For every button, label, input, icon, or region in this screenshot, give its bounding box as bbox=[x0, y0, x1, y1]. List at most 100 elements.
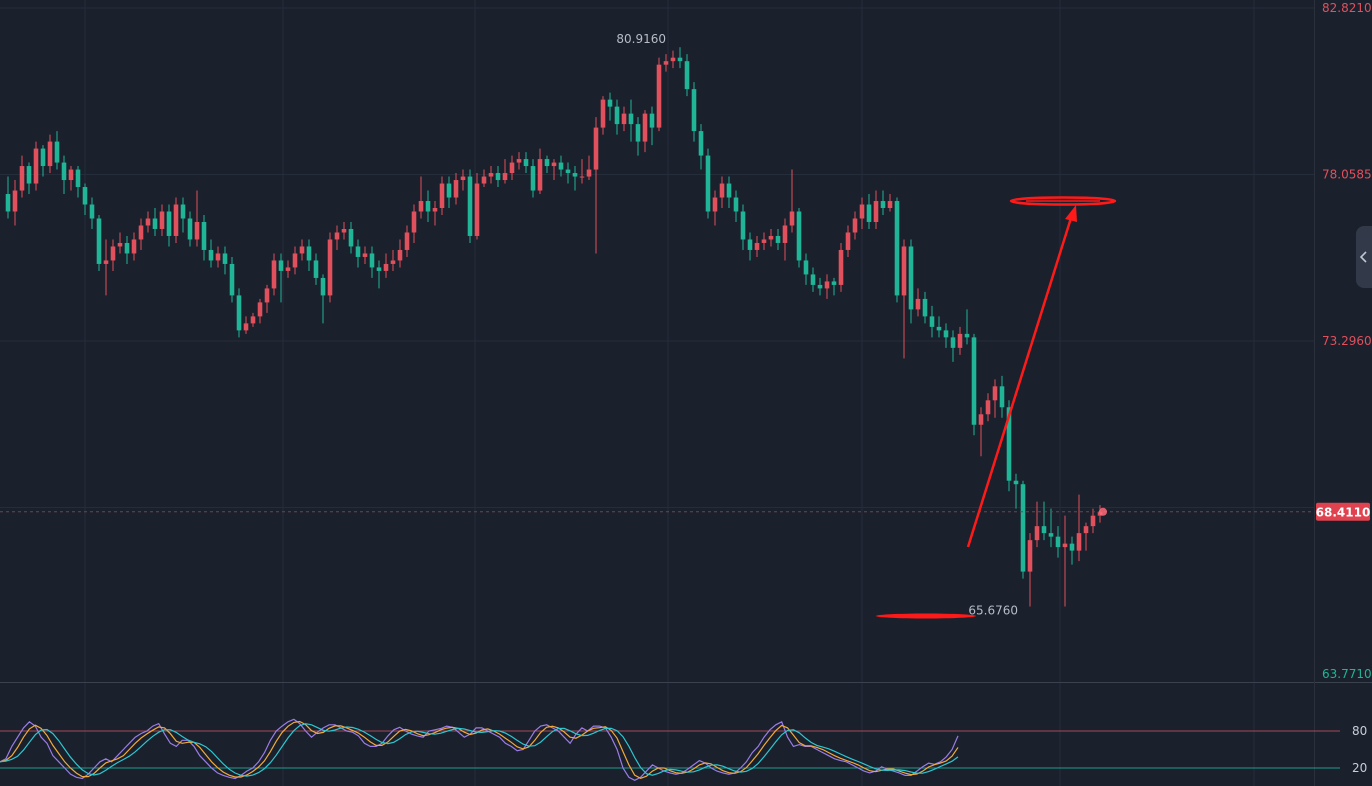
candle-body bbox=[1041, 526, 1047, 534]
candle-body bbox=[943, 330, 949, 338]
candle-body bbox=[915, 298, 921, 310]
candle-body bbox=[887, 201, 893, 209]
candle-body bbox=[54, 141, 60, 163]
candle-body bbox=[607, 99, 613, 107]
candle bbox=[887, 194, 893, 212]
candle bbox=[558, 155, 564, 177]
candle-body bbox=[782, 225, 788, 243]
candle bbox=[320, 274, 326, 324]
high-marker-label: 80.9160 bbox=[616, 32, 666, 46]
candle bbox=[54, 131, 60, 170]
candle-body bbox=[187, 218, 193, 240]
candle bbox=[698, 124, 704, 170]
candle-body bbox=[649, 113, 655, 128]
last-price-dot bbox=[1099, 507, 1107, 516]
target-ellipse bbox=[1009, 196, 1117, 206]
candle bbox=[950, 330, 956, 362]
collapse-tab[interactable] bbox=[1356, 226, 1372, 288]
candle-body bbox=[642, 113, 648, 142]
candle-body bbox=[530, 166, 536, 191]
candle-body bbox=[250, 316, 256, 324]
candle-body bbox=[691, 89, 697, 132]
candle bbox=[166, 204, 172, 247]
candle-body bbox=[313, 260, 319, 278]
candle bbox=[852, 211, 858, 240]
candle-body bbox=[614, 106, 620, 125]
candle-body bbox=[901, 246, 907, 296]
candle-body bbox=[208, 249, 214, 261]
candle-body bbox=[789, 211, 795, 226]
candle-body bbox=[992, 386, 998, 401]
candle bbox=[243, 316, 249, 334]
candle-body bbox=[628, 113, 634, 125]
candle bbox=[327, 232, 333, 303]
candle bbox=[649, 106, 655, 146]
candle-body bbox=[460, 176, 466, 181]
candle-body bbox=[810, 274, 816, 285]
candle bbox=[789, 169, 795, 233]
candle bbox=[642, 110, 648, 153]
candle-body bbox=[999, 386, 1005, 408]
candle bbox=[600, 96, 606, 135]
candle bbox=[516, 152, 522, 170]
candle bbox=[978, 407, 984, 457]
candle bbox=[152, 208, 158, 236]
candle-body bbox=[110, 246, 116, 261]
candle bbox=[208, 239, 214, 268]
candle bbox=[936, 316, 942, 338]
candle bbox=[313, 253, 319, 285]
candle-body bbox=[1055, 536, 1061, 548]
candle bbox=[439, 176, 445, 216]
candle bbox=[929, 305, 935, 338]
candle bbox=[586, 155, 592, 181]
candle-body bbox=[705, 155, 711, 212]
candle-body bbox=[845, 232, 851, 250]
candle-body bbox=[96, 218, 102, 264]
candle-body bbox=[523, 159, 529, 167]
candle-body bbox=[509, 162, 515, 174]
candle-body bbox=[824, 281, 830, 289]
candle-body bbox=[579, 176, 585, 178]
candle bbox=[810, 267, 816, 292]
candle-body bbox=[1048, 533, 1054, 537]
candle-body bbox=[75, 169, 81, 188]
candle-body bbox=[488, 173, 494, 177]
candle bbox=[880, 190, 886, 216]
candle-body bbox=[33, 148, 39, 184]
candle-body bbox=[180, 204, 186, 219]
current-price-badge: 68.4110 bbox=[1316, 502, 1370, 521]
candle bbox=[656, 57, 662, 132]
candle-body bbox=[362, 253, 368, 257]
candle bbox=[796, 208, 802, 268]
projection-arrow-shaft bbox=[966, 217, 1073, 548]
candle-body bbox=[299, 246, 305, 254]
candle-body bbox=[418, 201, 424, 212]
candle bbox=[5, 176, 11, 219]
candle-body bbox=[5, 194, 11, 212]
candle bbox=[96, 215, 102, 271]
osc-j-line bbox=[0, 723, 959, 777]
candle-body bbox=[341, 228, 347, 233]
candle bbox=[747, 232, 753, 261]
candle-body bbox=[838, 249, 844, 285]
candle bbox=[1062, 515, 1068, 607]
candle bbox=[684, 54, 690, 97]
candle bbox=[215, 246, 221, 268]
candle bbox=[572, 166, 578, 191]
candle-body bbox=[285, 267, 291, 271]
candle bbox=[1020, 480, 1026, 579]
candle bbox=[761, 232, 767, 250]
candle bbox=[901, 239, 907, 359]
candle bbox=[306, 239, 312, 271]
price-tick-label: 63.7710 bbox=[1322, 667, 1372, 681]
candle bbox=[1090, 508, 1096, 534]
candle-body bbox=[502, 173, 508, 181]
candle bbox=[460, 169, 466, 191]
candle-body bbox=[544, 159, 550, 167]
candle bbox=[845, 225, 851, 257]
candle-body bbox=[467, 176, 473, 236]
candle bbox=[971, 333, 977, 436]
candle bbox=[607, 92, 613, 121]
candle-body bbox=[873, 201, 879, 222]
